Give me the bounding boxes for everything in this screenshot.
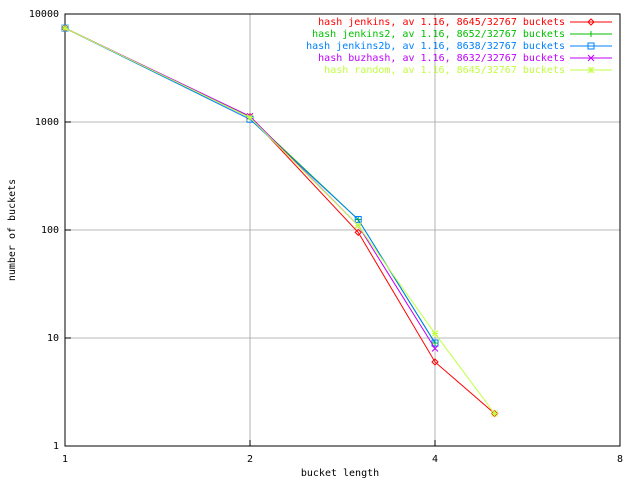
marker (431, 330, 439, 337)
x-axis-label: bucket length (301, 468, 379, 479)
marker (587, 42, 595, 50)
x-tick-label: 1 (62, 454, 68, 465)
y-tick-label: 100 (41, 225, 59, 236)
marker (61, 24, 69, 32)
legend-label: hash buzhash, av 1.16, 8632/32767 bucket… (318, 53, 565, 64)
marker (431, 345, 439, 352)
marker (587, 66, 595, 74)
marker (432, 339, 438, 346)
marker (354, 228, 362, 237)
y-tick-label: 1 (53, 441, 59, 452)
marker (491, 410, 498, 417)
x-tick-label: 2 (247, 454, 253, 465)
legend-label: hash random, av 1.16, 8645/32767 buckets (324, 65, 565, 76)
legend-label: hash jenkins2, av 1.16, 8652/32767 bucke… (312, 29, 565, 40)
y-tick-label: 10000 (29, 9, 59, 20)
marker (246, 114, 254, 121)
marker (354, 222, 362, 229)
legend-label: hash jenkins2b, av 1.16, 8638/32767 buck… (306, 41, 565, 52)
marker (61, 24, 69, 32)
marker (431, 358, 439, 366)
x-tick-label: 8 (617, 454, 623, 465)
y-tick-label: 1000 (35, 117, 59, 128)
legend-label: hash jenkins, av 1.16, 8645/32767 bucket… (318, 17, 565, 28)
marker (588, 31, 594, 37)
marker (587, 54, 595, 62)
x-tick-label: 4 (432, 454, 438, 465)
series-line (64, 27, 495, 414)
marker (587, 18, 595, 26)
plot-frame (64, 13, 621, 447)
series-line (64, 27, 436, 344)
series-line (64, 27, 495, 414)
y-axis-label: number of buckets (7, 179, 18, 281)
y-tick-label: 10 (47, 333, 59, 344)
